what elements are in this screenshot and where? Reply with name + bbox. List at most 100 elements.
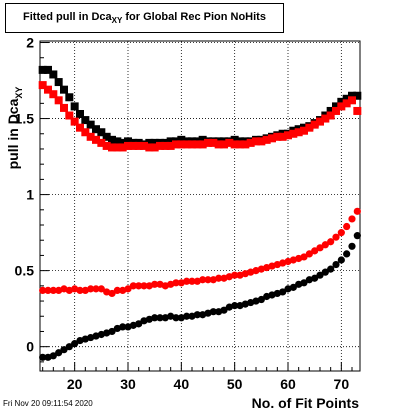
series-3-point — [183, 312, 191, 320]
series-4-point — [39, 286, 47, 295]
series-4-point — [353, 207, 361, 215]
series-3-point — [193, 311, 201, 319]
series-2-point — [86, 132, 95, 141]
series-1-point — [44, 65, 52, 74]
series-4-point — [337, 229, 345, 237]
series-2-point — [246, 138, 255, 147]
series-2-point — [172, 140, 180, 149]
series-2-point — [294, 128, 303, 137]
series-4-point — [140, 282, 148, 290]
series-1-point — [337, 97, 346, 106]
series-3-point — [332, 260, 340, 269]
series-2-point — [54, 96, 63, 105]
y-axis-label-group: pull in DcaXY — [5, 87, 24, 170]
series-1-point — [70, 102, 79, 111]
series-2-point — [124, 141, 132, 150]
series-2-point — [118, 143, 127, 152]
series-1-point — [65, 93, 74, 102]
series-4-point — [348, 215, 356, 223]
series-1-point — [177, 135, 186, 144]
svg-text:pull in DcaXY: pull in DcaXY — [5, 87, 24, 170]
series-2-point — [252, 137, 260, 146]
series-2-point — [310, 120, 319, 129]
series-2-point — [209, 138, 218, 147]
series-1-point — [124, 137, 132, 146]
series-2-point — [214, 140, 223, 149]
series-3-point — [49, 352, 57, 360]
series-1-point — [150, 138, 159, 147]
series-4-point — [343, 222, 351, 231]
series-2-point — [188, 140, 196, 149]
series-2-point — [102, 141, 111, 150]
series-4-point — [172, 279, 180, 287]
series-2-point — [76, 123, 84, 132]
chart-title: Fitted pull in DcaXY for Global Rec Pion… — [23, 11, 266, 25]
axis-ticks: 20 30 40 50 60 70 0 0.5 1 1.5 2 — [15, 35, 353, 392]
series-4-point — [92, 285, 100, 293]
series-2-point — [49, 90, 58, 99]
series-1-point — [353, 91, 362, 100]
series-3-point — [60, 346, 68, 354]
series-3-point — [337, 256, 345, 264]
series-2-point — [257, 137, 266, 146]
series-1-point — [348, 91, 356, 100]
series-3-point — [257, 295, 265, 304]
series-3-point — [343, 250, 351, 258]
series-1-point — [113, 137, 122, 146]
series-2-point — [177, 140, 186, 149]
series-4-point — [87, 285, 95, 293]
series-4-point — [129, 282, 137, 290]
series-2-point — [198, 140, 207, 149]
y-axis-label-subscript: XY — [14, 87, 24, 99]
series-4-point — [44, 286, 52, 295]
series-4-point — [124, 285, 132, 293]
chart-title-suffix: for Global Rec Pion NoHits — [122, 10, 266, 23]
series-2-point — [145, 143, 154, 152]
series-2-point — [140, 141, 148, 150]
x-axis-label: No. of Fit Points — [252, 395, 360, 411]
series-4-point — [305, 250, 313, 258]
series-2-point — [70, 117, 79, 126]
series-2-point — [241, 140, 250, 149]
series-2-point — [108, 143, 116, 152]
series-2-point — [305, 123, 314, 132]
series-3-point — [65, 343, 73, 351]
data-markers — [38, 65, 362, 361]
series-2-point — [161, 141, 170, 150]
series-2-point — [44, 85, 52, 94]
series-4-point — [300, 253, 308, 261]
series-4-point — [204, 276, 212, 284]
x-tick-label: 20 — [67, 376, 83, 392]
series-2-point — [204, 138, 212, 147]
series-2-point — [321, 114, 330, 123]
chart-title-prefix: Fitted pull in Dca — [23, 10, 112, 23]
series-1-point — [97, 128, 106, 137]
series-2-point — [273, 132, 282, 141]
series-4-point — [231, 271, 239, 279]
series-2-point — [113, 143, 122, 152]
series-4-point — [215, 274, 223, 282]
series-3-point — [289, 283, 297, 291]
x-tick-label: 70 — [334, 376, 350, 392]
series-3-point — [321, 268, 329, 276]
series-4-point — [321, 241, 329, 249]
series-3-point — [209, 308, 217, 316]
series-1-point — [81, 116, 90, 125]
series-2-point — [182, 140, 191, 149]
series-2-point — [332, 106, 340, 115]
series-1-point — [38, 65, 47, 74]
series-1-point — [118, 138, 127, 147]
series-3-point — [231, 302, 239, 310]
series-3-point — [135, 320, 143, 328]
y-tick-label: 2 — [26, 35, 34, 51]
x-tick-label: 60 — [280, 376, 296, 392]
series-2-point — [262, 135, 271, 144]
series-2-point — [38, 81, 47, 90]
series-4-point — [97, 285, 105, 293]
series-3-point — [279, 288, 287, 296]
series-1-point — [102, 132, 111, 141]
series-4-point — [316, 244, 324, 252]
series-3-point — [353, 232, 361, 240]
series-3-point — [220, 306, 228, 314]
